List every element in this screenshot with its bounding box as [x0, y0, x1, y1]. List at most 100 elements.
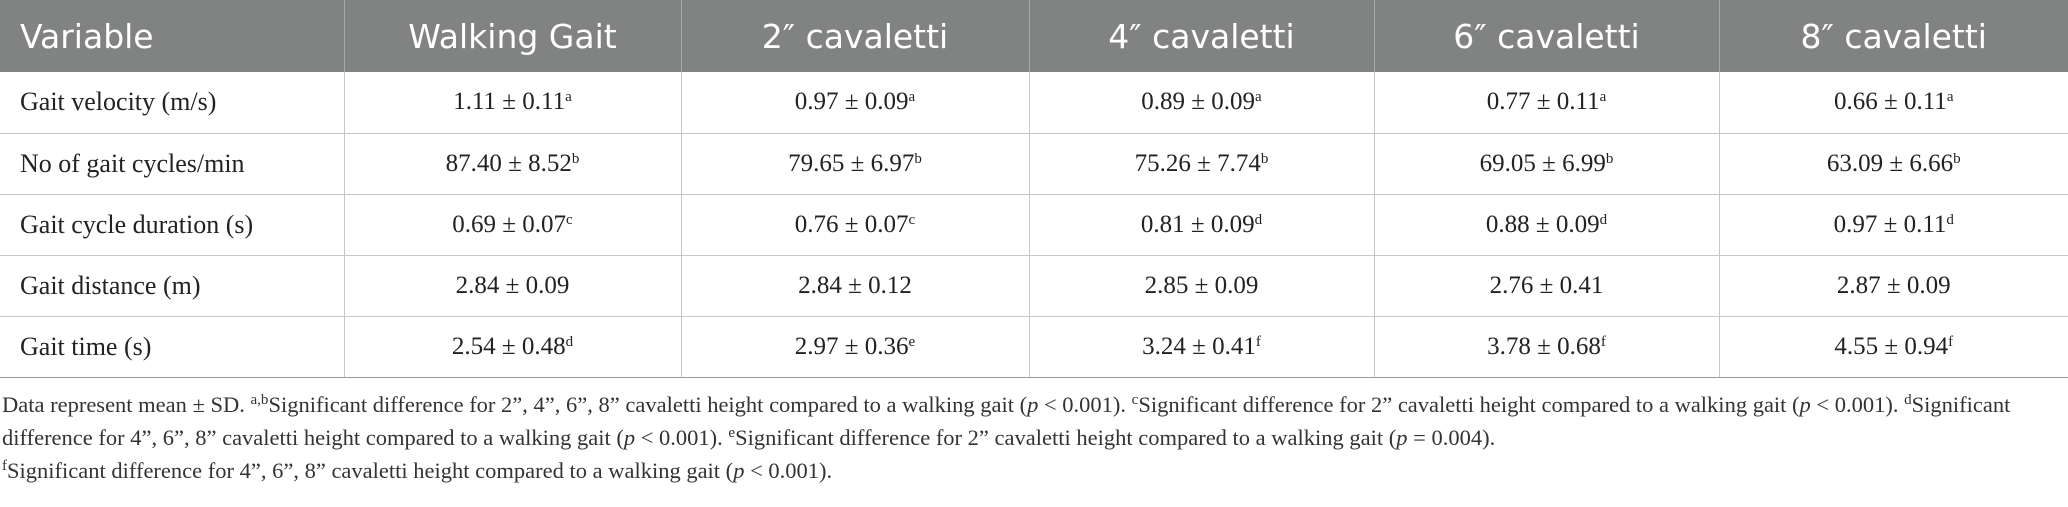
table-footnote: Data represent mean ± SD. a,bSignificant…	[0, 378, 2062, 487]
significance-marker: a	[1255, 89, 1262, 105]
row-label: Gait distance (m)	[0, 255, 344, 317]
table-row: Gait time (s) 2.54 ± 0.48d 2.97 ± 0.36e …	[0, 316, 2068, 378]
results-table: Variable Walking Gait 2″ cavaletti 4″ ca…	[0, 0, 2068, 378]
table-cell: 0.81 ± 0.09d	[1028, 194, 1374, 256]
cell-value: 2.97 ± 0.36	[794, 332, 909, 360]
table-cell: 0.76 ± 0.07c	[680, 194, 1029, 256]
table-cell: 0.88 ± 0.09d	[1373, 194, 1719, 256]
cell-value: 1.11 ± 0.11	[453, 88, 566, 116]
footnote-note: Significant difference for 2”, 4”, 6”, 8…	[268, 391, 1028, 417]
significance-marker: c	[908, 211, 916, 228]
cell-value: 0.76 ± 0.07	[794, 210, 909, 238]
table-cell: 0.77 ± 0.11a	[1373, 72, 1719, 134]
p-symbol: p	[1396, 424, 1408, 450]
table-cell: 69.05 ± 6.99b	[1373, 133, 1719, 195]
footnote-note: Significant difference for 4”, 6”, 8” ca…	[7, 457, 734, 483]
row-label: No of gait cycles/min	[0, 133, 344, 195]
cell-value: 79.65 ± 6.97	[788, 149, 915, 177]
cell-value: 4.55 ± 0.94	[1834, 332, 1949, 360]
table-container: Variable Walking Gait 2″ cavaletti 4″ ca…	[0, 0, 2068, 487]
footnote-intro: Data represent mean ± SD.	[2, 391, 251, 417]
cell-value: 63.09 ± 6.66	[1826, 149, 1954, 177]
cell-value: 2.87 ± 0.09	[1836, 271, 1951, 299]
cell-value: 0.69 ± 0.07	[452, 210, 567, 238]
table-cell: 1.11 ± 0.11a	[343, 72, 681, 134]
cell-value: 0.88 ± 0.09	[1485, 210, 1600, 238]
footnote-note: Significant difference for 4”, 6”, 8” ca…	[2, 391, 2011, 450]
cell-value: 2.84 ± 0.09	[455, 271, 570, 299]
significance-marker: b	[571, 150, 580, 167]
table-cell: 2.54 ± 0.48d	[343, 316, 681, 378]
significance-marker: a	[1946, 89, 1954, 105]
cell-value: 0.77 ± 0.11	[1486, 88, 1600, 116]
significance-marker: d	[1946, 211, 1954, 228]
table-cell: 0.97 ± 0.11d	[1718, 194, 2068, 256]
significance-marker: d	[565, 333, 574, 350]
table-cell: 0.97 ± 0.09a	[680, 72, 1029, 134]
row-label: Gait time (s)	[0, 316, 344, 378]
column-header-walking-gait: Walking Gait	[343, 0, 681, 72]
table-cell: 87.40 ± 8.52b	[343, 133, 681, 195]
table-row: Gait distance (m) 2.84 ± 0.09 2.84 ± 0.1…	[0, 255, 2068, 317]
column-header-6in-cavaletti: 6″ cavaletti	[1373, 0, 1719, 72]
column-header-8in-cavaletti: 8″ cavaletti	[1718, 0, 2068, 72]
cell-value: 0.66 ± 0.11	[1834, 88, 1947, 116]
cell-value: 2.76 ± 0.41	[1489, 271, 1604, 299]
cell-value: 75.26 ± 7.74	[1134, 149, 1261, 177]
row-label: Gait velocity (m/s)	[0, 72, 344, 134]
table-cell: 2.76 ± 0.41	[1373, 255, 1719, 317]
table-cell: 63.09 ± 6.66b	[1718, 133, 2068, 195]
p-symbol: p	[1799, 391, 1811, 417]
table-cell: 0.89 ± 0.09a	[1028, 72, 1374, 134]
table-cell: 2.85 ± 0.09	[1028, 255, 1374, 317]
table-cell: 2.97 ± 0.36e	[680, 316, 1029, 378]
p-relation: < 0.001).	[1810, 391, 1905, 417]
significance-marker: b	[914, 150, 922, 167]
footnote-marker: d	[1904, 391, 1912, 408]
cell-value: 2.54 ± 0.48	[451, 332, 566, 360]
cell-value: 2.84 ± 0.12	[798, 271, 912, 299]
footnote-marker: a,b	[250, 391, 269, 408]
table-cell: 3.24 ± 0.41f	[1028, 316, 1374, 378]
column-header-2in-cavaletti: 2″ cavaletti	[680, 0, 1029, 72]
cell-value: 3.24 ± 0.41	[1142, 332, 1256, 360]
p-symbol: p	[733, 457, 745, 483]
p-symbol: p	[1027, 391, 1039, 417]
table-cell: 2.87 ± 0.09	[1718, 255, 2068, 317]
footnote-note: Significant difference for 2” cavaletti …	[735, 424, 1397, 450]
cell-value: 0.97 ± 0.09	[794, 88, 909, 116]
footnote-marker: c	[1131, 391, 1139, 408]
significance-marker: d	[1254, 211, 1263, 228]
significance-marker: e	[908, 333, 916, 350]
table-cell: 3.78 ± 0.68f	[1373, 316, 1719, 378]
cell-value: 87.40 ± 8.52	[445, 149, 572, 177]
column-header-4in-cavaletti: 4″ cavaletti	[1028, 0, 1374, 72]
table-row: No of gait cycles/min 87.40 ± 8.52b 79.6…	[0, 133, 2068, 195]
cell-value: 0.97 ± 0.11	[1833, 210, 1947, 238]
significance-marker: d	[1599, 211, 1608, 228]
significance-marker: f	[1948, 333, 1954, 350]
table-cell: 79.65 ± 6.97b	[680, 133, 1029, 195]
table-row: Gait velocity (m/s) 1.11 ± 0.11a 0.97 ± …	[0, 72, 2068, 134]
significance-marker: b	[1605, 150, 1614, 167]
table-cell: 0.66 ± 0.11a	[1718, 72, 2068, 134]
cell-value: 0.89 ± 0.09	[1141, 88, 1256, 116]
significance-marker: a	[1599, 89, 1607, 105]
significance-marker: a	[908, 89, 916, 105]
table-cell: 75.26 ± 7.74b	[1028, 133, 1374, 195]
footnote-text: Data represent mean ± SD. a,bSignificant…	[2, 388, 2042, 487]
p-relation: < 0.001).	[635, 424, 729, 450]
table-row: Gait cycle duration (s) 0.69 ± 0.07c 0.7…	[0, 194, 2068, 256]
p-relation: = 0.004).	[1407, 424, 1496, 450]
p-symbol: p	[623, 424, 636, 450]
p-relation: < 0.001).	[1038, 391, 1132, 417]
significance-marker: f	[1600, 333, 1606, 350]
header-row: Variable Walking Gait 2″ cavaletti 4″ ca…	[0, 0, 2068, 72]
footnote-marker: f	[2, 457, 7, 474]
footnote-marker: e	[728, 424, 736, 441]
significance-marker: a	[565, 89, 572, 105]
cell-value: 0.81 ± 0.09	[1140, 210, 1255, 238]
p-relation: < 0.001).	[744, 457, 833, 483]
column-header-variable: Variable	[20, 16, 154, 56]
footnote-note: Significant difference for 2” cavaletti …	[1138, 391, 1800, 417]
